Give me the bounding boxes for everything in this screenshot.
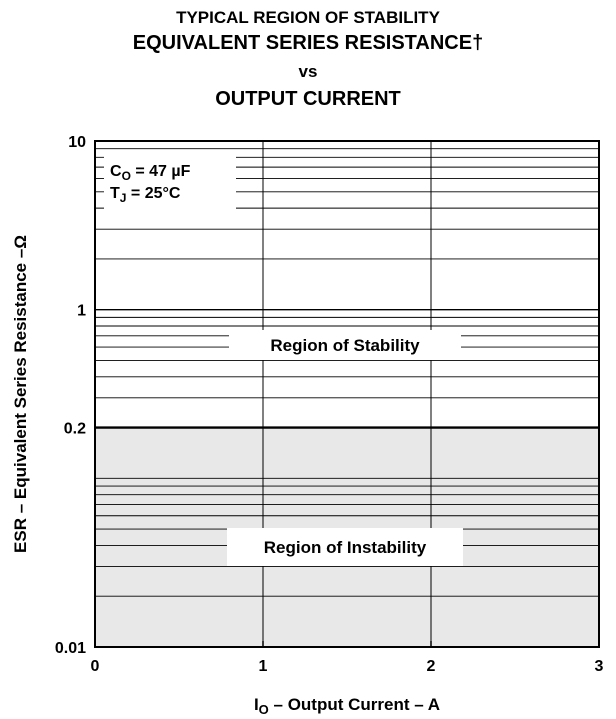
x-tick-label: 1 <box>259 658 268 675</box>
x-axis-label: IO – Output Current – A <box>254 695 440 717</box>
region-of-instability-box <box>227 528 463 566</box>
condition-capacitance: CO = 47 µF <box>110 163 191 183</box>
x-tick-label: 3 <box>595 658 604 675</box>
region-of-stability-label: Region of Stability <box>270 336 420 355</box>
chart-title-line-2: EQUIVALENT SERIES RESISTANCE† <box>132 32 484 54</box>
y-tick-label: 10 <box>68 134 86 151</box>
x-tick-label: 2 <box>427 658 436 675</box>
axis-layer: 0 1 2 3 10 1 0.2 0.01 IO – Output Current – A ESR… <box>11 134 604 717</box>
grid-layer <box>95 141 599 647</box>
y-tick-label: 1 <box>77 303 86 320</box>
label-layer: Region of Stability Region of Instability… <box>104 150 463 566</box>
regions-layer <box>95 141 599 647</box>
y-axis-label: ESR – Equivalent Series Resistance –Ω <box>11 235 30 553</box>
chart-title-line-3: vs <box>298 62 318 81</box>
x-tick-label: 0 <box>91 658 100 675</box>
region-of-stability-box <box>229 330 461 360</box>
conditions-box <box>104 150 236 214</box>
plot-border <box>94 140 600 648</box>
y-tick-label: 0.01 <box>55 640 86 657</box>
y-tick-label: 0.2 <box>64 421 86 438</box>
chart-title-line-1: TYPICAL REGION OF STABILITY <box>176 8 440 27</box>
chart-title-line-4: OUTPUT CURRENT <box>215 88 401 110</box>
condition-temperature: TJ = 25°C <box>110 185 181 205</box>
region-of-instability-label: Region of Instability <box>264 538 427 557</box>
